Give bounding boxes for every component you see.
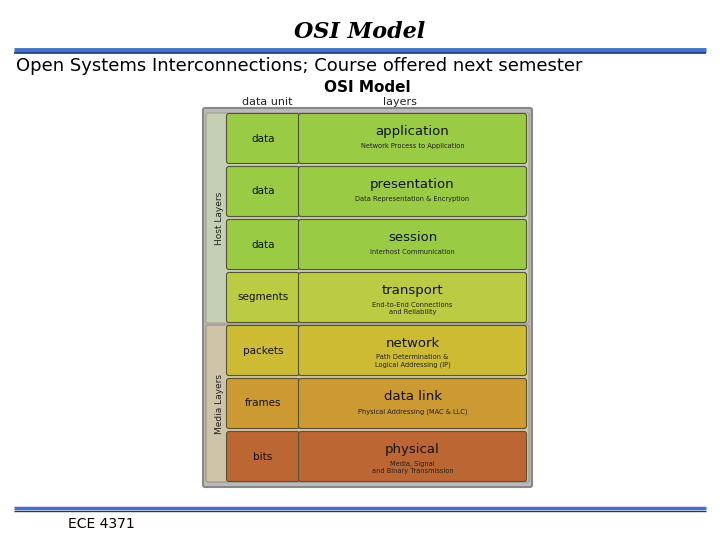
FancyBboxPatch shape xyxy=(206,113,529,323)
FancyBboxPatch shape xyxy=(299,166,526,217)
Text: Physical Addressing (MAC & LLC): Physical Addressing (MAC & LLC) xyxy=(358,408,467,415)
Text: bits: bits xyxy=(253,451,273,462)
Text: Open Systems Interconnections; Course offered next semester: Open Systems Interconnections; Course of… xyxy=(16,57,582,75)
Text: Media Layers: Media Layers xyxy=(215,374,223,434)
Text: session: session xyxy=(388,231,437,244)
Text: Path Determination &
Logical Addressing (IP): Path Determination & Logical Addressing … xyxy=(374,354,451,368)
Text: application: application xyxy=(376,125,449,138)
FancyBboxPatch shape xyxy=(227,273,300,322)
Text: OSI Model: OSI Model xyxy=(324,80,411,96)
FancyBboxPatch shape xyxy=(299,113,526,164)
FancyBboxPatch shape xyxy=(299,326,526,375)
FancyBboxPatch shape xyxy=(227,113,300,164)
Text: data link: data link xyxy=(384,390,441,403)
FancyBboxPatch shape xyxy=(299,273,526,322)
Text: segments: segments xyxy=(238,293,289,302)
FancyBboxPatch shape xyxy=(227,219,300,269)
Text: packets: packets xyxy=(243,346,283,355)
Text: presentation: presentation xyxy=(370,178,455,191)
FancyBboxPatch shape xyxy=(206,325,529,482)
Text: End-to-End Connections
and Reliability: End-to-End Connections and Reliability xyxy=(372,302,453,315)
Text: Interhost Communication: Interhost Communication xyxy=(370,249,455,255)
Text: transport: transport xyxy=(382,284,444,297)
Text: Network Process to Application: Network Process to Application xyxy=(361,144,464,150)
Text: OSI Model: OSI Model xyxy=(294,21,426,43)
FancyBboxPatch shape xyxy=(227,379,300,429)
Text: layers: layers xyxy=(383,97,417,107)
Text: data: data xyxy=(251,240,275,249)
Text: Media, Signal
and Binary Transmission: Media, Signal and Binary Transmission xyxy=(372,461,454,474)
FancyBboxPatch shape xyxy=(227,166,300,217)
FancyBboxPatch shape xyxy=(299,219,526,269)
Text: physical: physical xyxy=(385,443,440,456)
Text: frames: frames xyxy=(245,399,282,408)
Text: data unit: data unit xyxy=(242,97,292,107)
Text: network: network xyxy=(385,337,440,350)
Text: data: data xyxy=(251,133,275,144)
FancyBboxPatch shape xyxy=(227,431,300,482)
Text: ECE 4371: ECE 4371 xyxy=(68,517,135,531)
FancyBboxPatch shape xyxy=(203,108,532,487)
FancyBboxPatch shape xyxy=(227,326,300,375)
FancyBboxPatch shape xyxy=(299,379,526,429)
Text: Host Layers: Host Layers xyxy=(215,191,223,245)
Text: Data Representation & Encryption: Data Representation & Encryption xyxy=(356,197,469,202)
Text: data: data xyxy=(251,186,275,197)
FancyBboxPatch shape xyxy=(299,431,526,482)
